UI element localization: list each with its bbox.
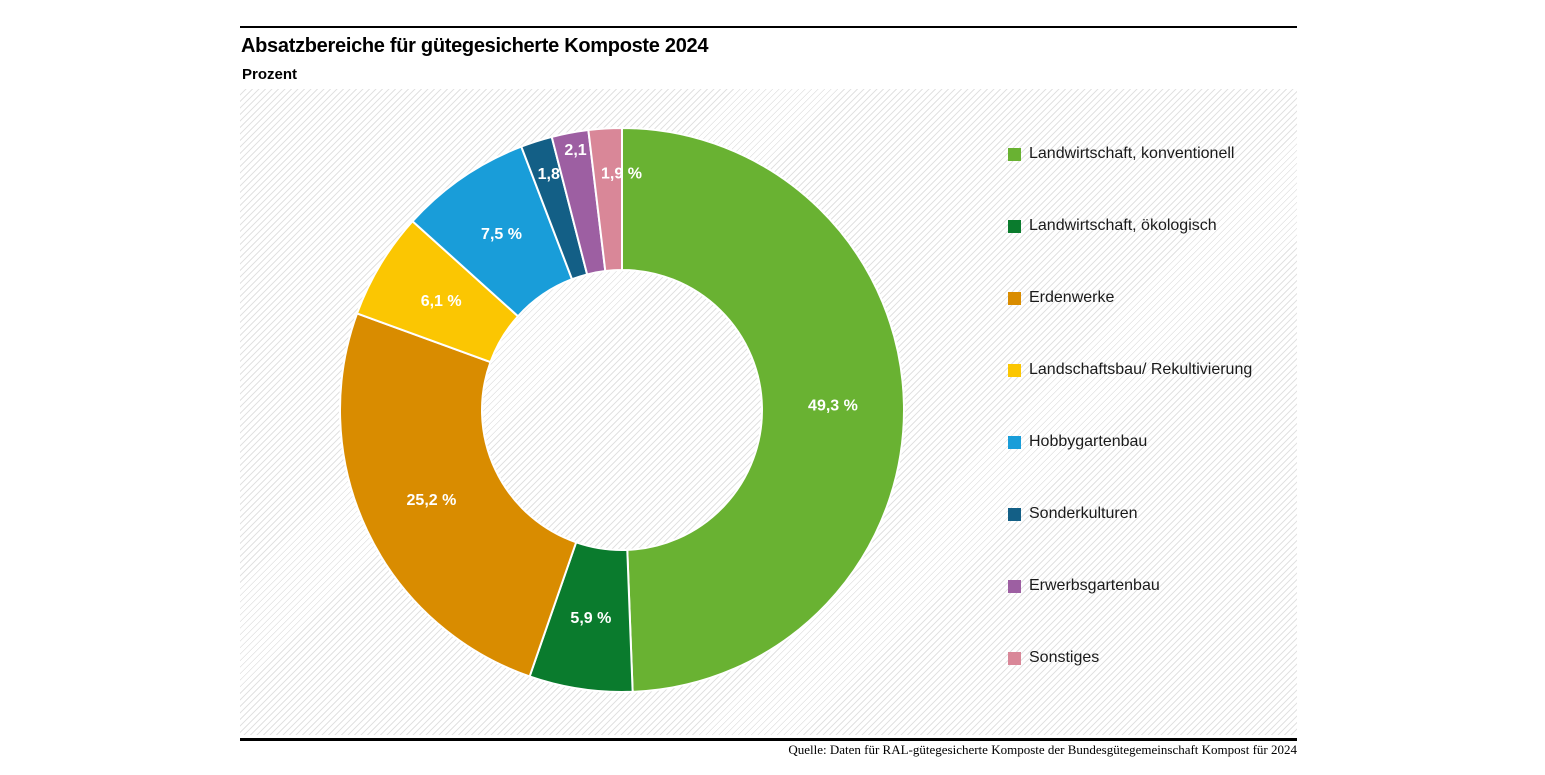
legend-item-7: Erwerbsgartenbau: [1008, 576, 1252, 596]
segment-value-label: 25,2 %: [407, 492, 457, 509]
legend-item-1: Landwirtschaft, konventionell: [1008, 144, 1252, 164]
donut-chart: 49,3 %5,9 %25,2 %6,1 %7,5 %1,8 %2,1 %1,9…: [339, 126, 905, 693]
legend-label: Landwirtschaft, ökologisch: [1029, 217, 1217, 234]
segment-value-label: 1,9 %: [601, 166, 642, 183]
segment-value-label: 6,1 %: [421, 293, 462, 310]
segment-value-label: 5,9 %: [570, 610, 611, 627]
chart-plot-area: 49,3 % 5,9 % 25,2 % 6,1 % 7,5 % 1,8 % 2,1 % 1,9…: [240, 89, 1297, 735]
legend-swatch: [1008, 579, 1021, 593]
legend-label: Landschaftsbau/ Rekultivierung: [1029, 361, 1253, 378]
donut-segment-3: [339, 312, 578, 678]
legend-item-4: Landschaftsbau/ Rekultivierung: [1008, 360, 1252, 380]
legend-swatch: [1008, 507, 1021, 521]
donut-segment-8: [587, 126, 623, 273]
chart-legend: Landwirtschaft, konventionell Landwirtsch…: [1008, 144, 1252, 720]
chart-unit-label: Prozent: [242, 66, 298, 83]
legend-label: Erwerbsgartenbau: [1029, 577, 1160, 594]
legend-label: Landwirtschaft, konventionell: [1029, 145, 1235, 162]
legend-swatch: [1008, 291, 1021, 305]
donut-segment-1: [621, 126, 905, 693]
legend-swatch: [1008, 435, 1021, 449]
legend-item-2: Landwirtschaft, ökologisch: [1008, 216, 1252, 236]
source-note: Quelle: Daten für RAL-gütegesicherte Kom…: [788, 742, 1297, 757]
legend-label: Erdenwerke: [1029, 289, 1115, 306]
legend-label: Sonstiges: [1029, 649, 1100, 666]
legend-swatch: [1008, 219, 1021, 233]
legend-label: Sonderkulturen: [1029, 505, 1138, 522]
legend-swatch: [1008, 147, 1021, 161]
legend-swatch: [1008, 651, 1021, 665]
chart-title: Absatzbereiche für gütegesicherte Kompos…: [241, 35, 709, 57]
legend-item-5: Hobbygartenbau: [1008, 432, 1252, 452]
bottom-rule: [240, 738, 1297, 741]
legend-swatch: [1008, 363, 1021, 377]
legend-item-8: Sonstiges: [1008, 648, 1252, 668]
legend-label: Hobbygartenbau: [1029, 433, 1148, 450]
segment-value-label: 7,5 %: [481, 226, 522, 243]
segment-value-label: 49,3 %: [808, 398, 858, 415]
legend-item-6: Sonderkulturen: [1008, 504, 1252, 524]
legend-item-3: Erdenwerke: [1008, 288, 1252, 308]
top-rule: [240, 26, 1297, 28]
